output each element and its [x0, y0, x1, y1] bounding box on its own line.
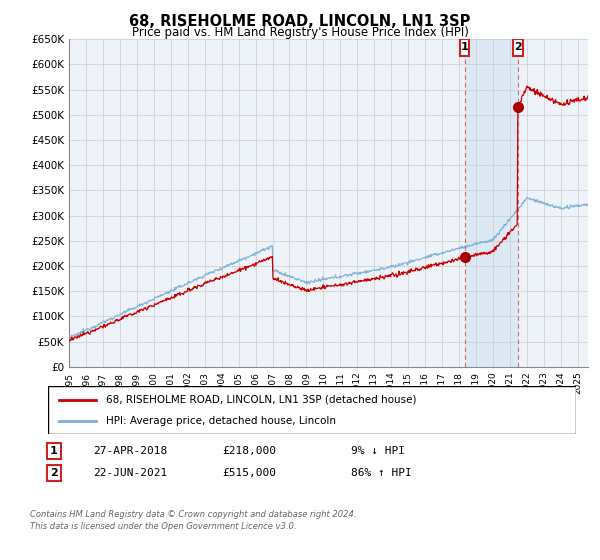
- Text: HPI: Average price, detached house, Lincoln: HPI: Average price, detached house, Linc…: [106, 416, 336, 426]
- Text: 2: 2: [50, 468, 58, 478]
- Text: 27-APR-2018: 27-APR-2018: [93, 446, 167, 456]
- Text: Price paid vs. HM Land Registry's House Price Index (HPI): Price paid vs. HM Land Registry's House …: [131, 26, 469, 39]
- Text: 9% ↓ HPI: 9% ↓ HPI: [351, 446, 405, 456]
- Text: 68, RISEHOLME ROAD, LINCOLN, LN1 3SP (detached house): 68, RISEHOLME ROAD, LINCOLN, LN1 3SP (de…: [106, 395, 416, 405]
- Text: 86% ↑ HPI: 86% ↑ HPI: [351, 468, 412, 478]
- FancyBboxPatch shape: [460, 39, 469, 55]
- Text: 68, RISEHOLME ROAD, LINCOLN, LN1 3SP: 68, RISEHOLME ROAD, LINCOLN, LN1 3SP: [130, 14, 470, 29]
- Text: 2: 2: [514, 43, 522, 53]
- Text: £218,000: £218,000: [222, 446, 276, 456]
- FancyBboxPatch shape: [48, 386, 576, 434]
- FancyBboxPatch shape: [513, 39, 523, 55]
- Bar: [464, 39, 518, 367]
- Text: 1: 1: [50, 446, 58, 456]
- Text: 22-JUN-2021: 22-JUN-2021: [93, 468, 167, 478]
- Text: £515,000: £515,000: [222, 468, 276, 478]
- Text: Contains HM Land Registry data © Crown copyright and database right 2024.
This d: Contains HM Land Registry data © Crown c…: [30, 510, 356, 531]
- Text: 1: 1: [461, 43, 469, 53]
